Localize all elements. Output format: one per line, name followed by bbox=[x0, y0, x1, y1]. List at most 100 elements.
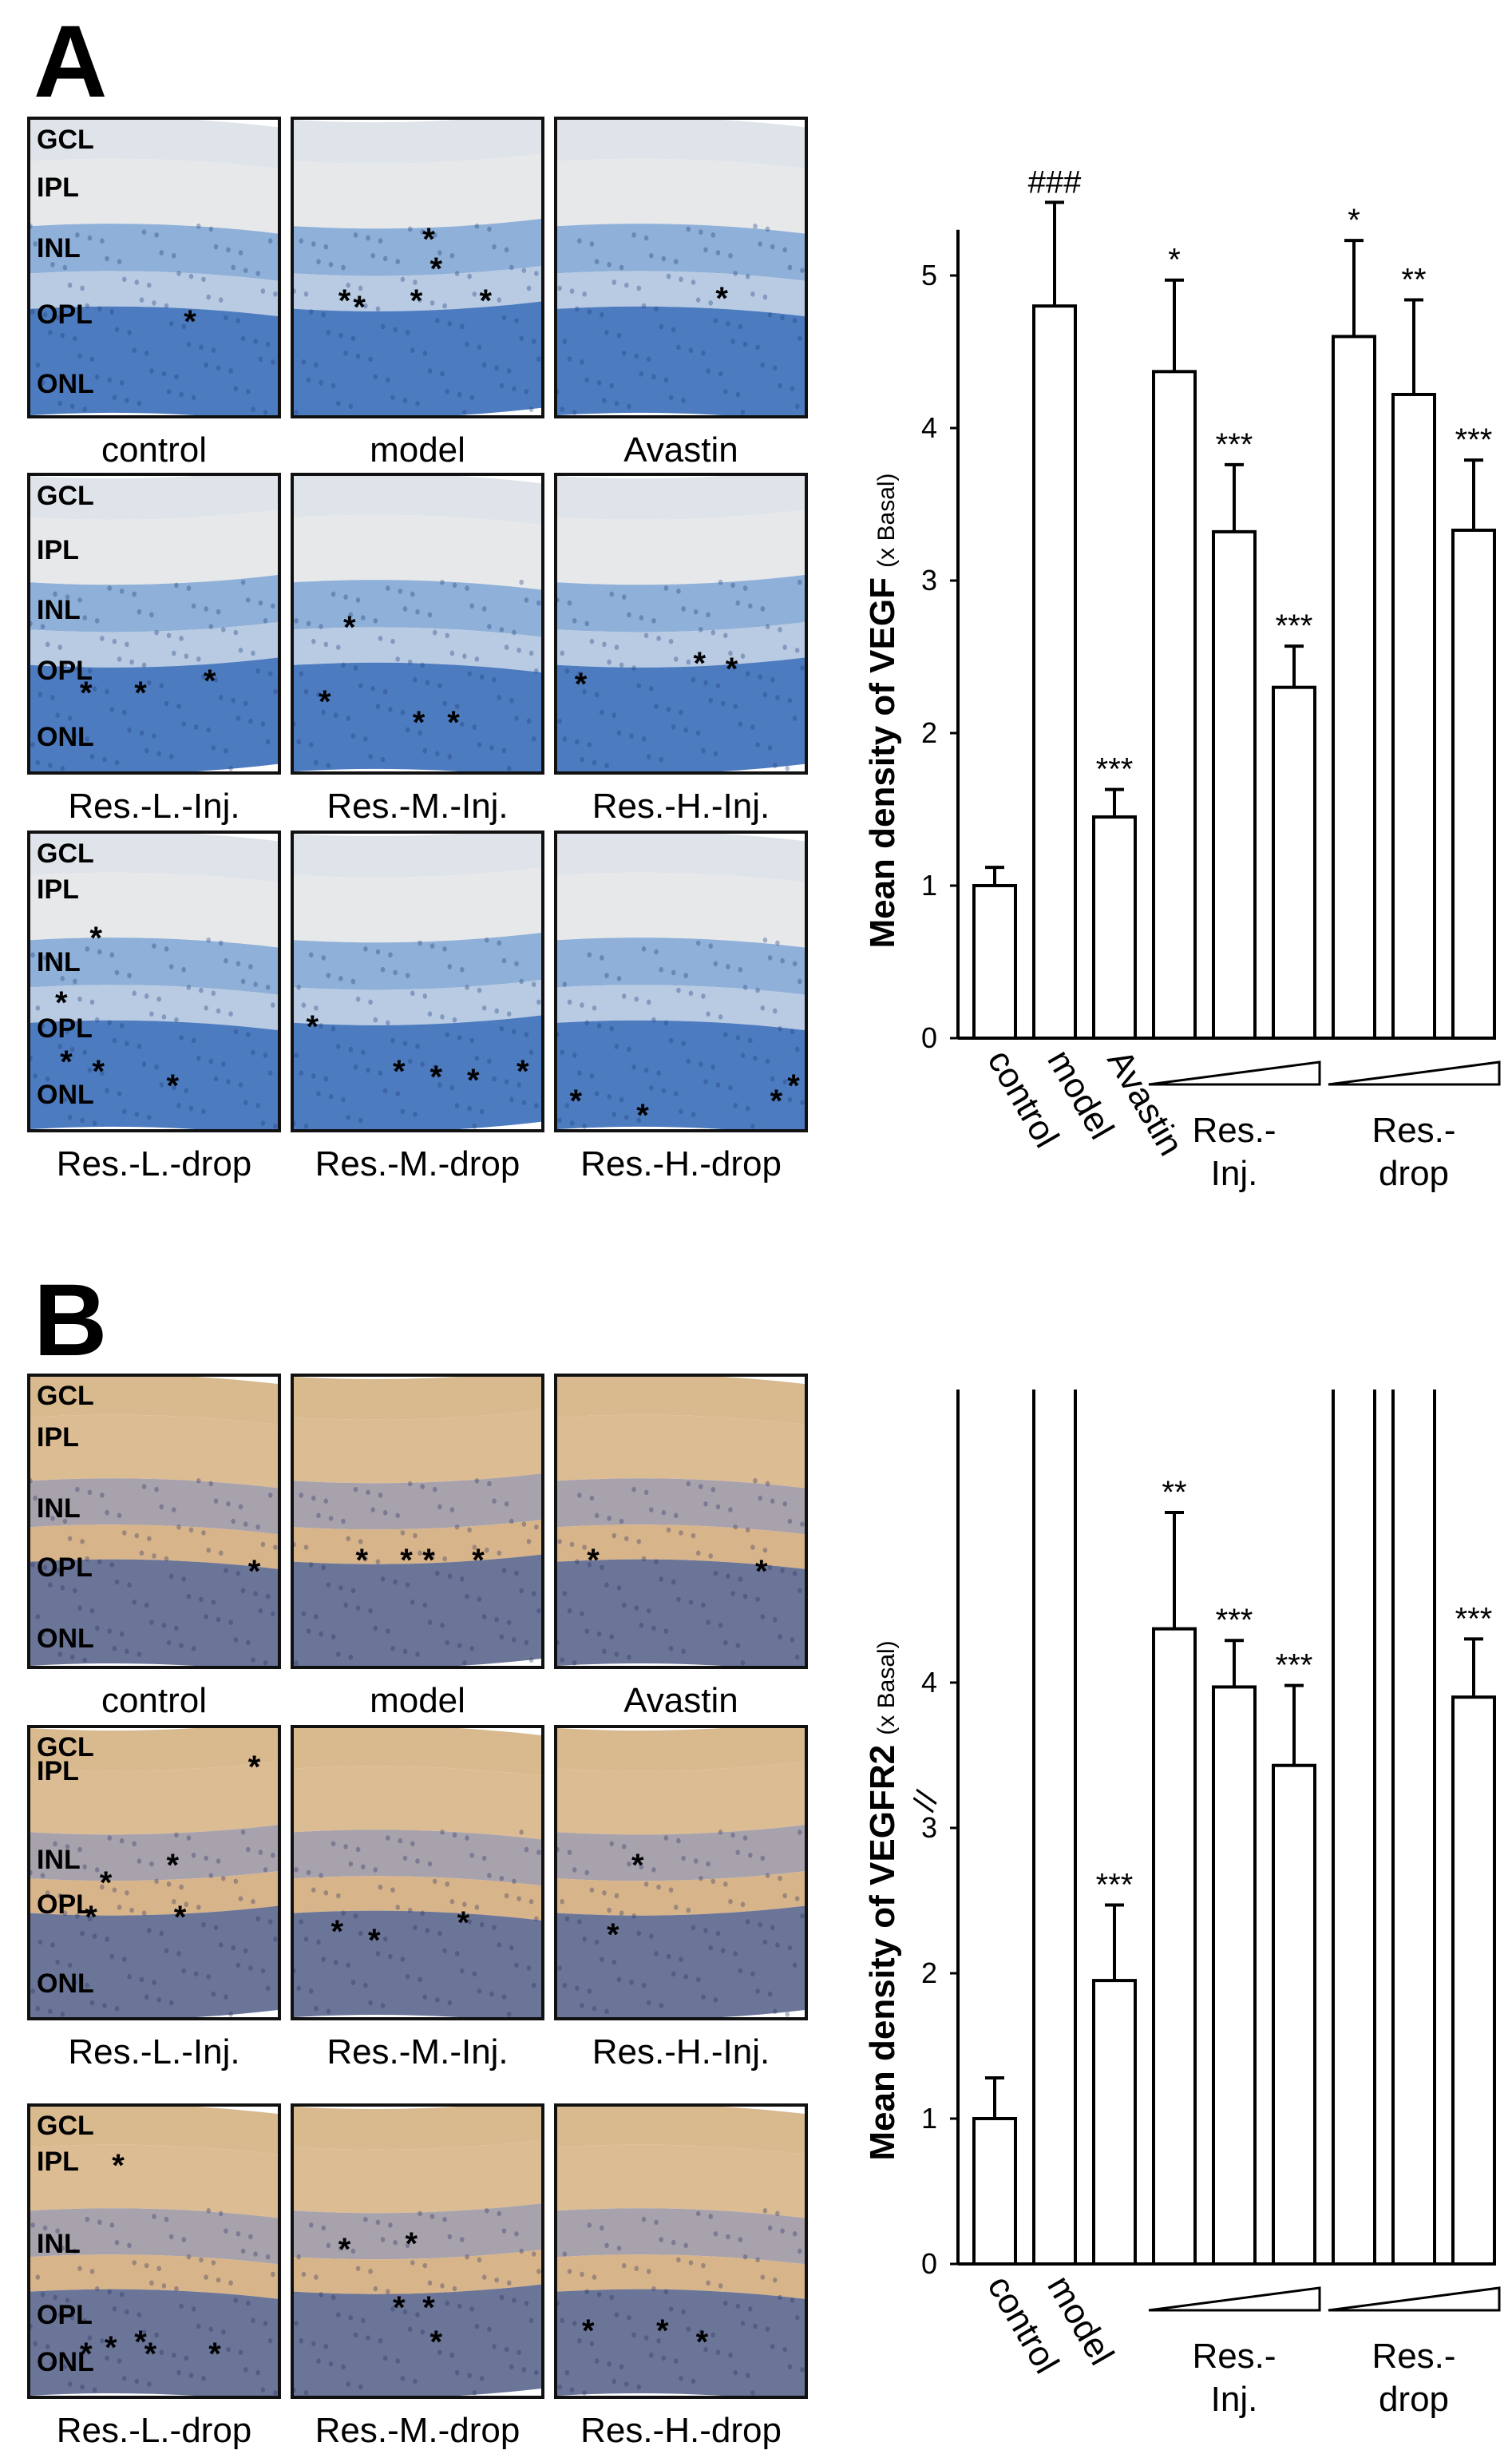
lesion-asterisk: * bbox=[60, 1045, 73, 1080]
bar-res-l-inj bbox=[1152, 370, 1197, 1040]
lesion-asterisk: * bbox=[393, 1053, 406, 1089]
group-label: Inj. bbox=[1211, 1154, 1258, 1193]
lesion-asterisk: * bbox=[467, 1062, 480, 1098]
lesion-asterisk: * bbox=[393, 2290, 406, 2325]
lesion-asterisk: * bbox=[134, 675, 147, 711]
micrograph-avastin: * * bbox=[554, 1374, 808, 1669]
lesion-asterisk: * bbox=[331, 1914, 344, 1950]
group-label: Res.- bbox=[1371, 1111, 1455, 1150]
layer-label-inl: INL bbox=[37, 1493, 81, 1524]
bar-res-h-drop bbox=[1451, 528, 1496, 1040]
bar-res-l-inj bbox=[1152, 1627, 1197, 2266]
bar-model bbox=[1032, 1390, 1077, 2266]
lesion-asterisk: * bbox=[80, 675, 93, 711]
lesion-asterisk: * bbox=[636, 1098, 649, 1132]
micrograph-caption: model bbox=[370, 1681, 465, 1720]
lesion-asterisk: * bbox=[422, 2290, 435, 2325]
lesion-asterisk: * bbox=[400, 1542, 413, 1578]
panel-a-micrographs: * GCL IPL INL OPL ONL control * * * * * * model * Avast… bbox=[0, 0, 846, 1206]
group-label: Res.- bbox=[1371, 2337, 1455, 2376]
micrograph-caption: Res.-M.-Inj. bbox=[327, 2032, 509, 2071]
bar-res-h-inj bbox=[1272, 1763, 1316, 2266]
significance-mark: * bbox=[1348, 203, 1360, 238]
layer-label-inl: INL bbox=[37, 946, 81, 977]
vegfr2-bar-chart: 012347//Mean density of VEGFR2 (x Basal)… bbox=[863, 1390, 1501, 2419]
y-tick-label: 5 bbox=[921, 259, 937, 291]
micrograph-caption: control bbox=[101, 1681, 208, 1720]
layer-label-ipl: IPL bbox=[37, 534, 79, 565]
group-label: Res.- bbox=[1192, 2337, 1276, 2376]
y-tick-label: 3 bbox=[921, 1811, 937, 1844]
lesion-asterisk: * bbox=[631, 1848, 644, 1884]
layer-label-ipl: IPL bbox=[37, 1756, 79, 1786]
layer-label-opl: OPL bbox=[37, 2300, 93, 2331]
panel-a-letter: A bbox=[34, 5, 108, 119]
bar-res-l-drop bbox=[1332, 335, 1376, 1040]
lesion-asterisk: * bbox=[770, 1083, 783, 1119]
significance-mark: ** bbox=[1401, 263, 1426, 298]
significance-mark: *** bbox=[1216, 1603, 1253, 1638]
lesion-asterisk: * bbox=[517, 1053, 529, 1089]
micrograph-model: * * * * bbox=[291, 1374, 544, 1669]
lesion-asterisk: * bbox=[429, 2325, 443, 2361]
layer-label-gcl: GCL bbox=[37, 1381, 94, 1412]
lesion-asterisk: * bbox=[173, 1900, 187, 1936]
y-tick-label: 2 bbox=[921, 716, 937, 749]
lesion-asterisk: * bbox=[569, 1083, 583, 1119]
micrograph-model: * * * * * * bbox=[291, 117, 544, 418]
lesion-asterisk: * bbox=[457, 1905, 470, 1941]
lesion-asterisk: * bbox=[429, 251, 443, 287]
micrograph-res-l-drop: * * * * * GCL IPL INL OPL ONL bbox=[27, 831, 281, 1132]
lesion-asterisk: * bbox=[725, 652, 738, 687]
lesion-asterisk: * bbox=[319, 684, 331, 720]
y-tick-label: 0 bbox=[921, 1021, 937, 1054]
y-tick-label: 4 bbox=[921, 411, 937, 444]
lesion-asterisk: * bbox=[355, 1542, 369, 1578]
bar-avastin bbox=[1092, 1979, 1137, 2266]
layer-label-opl: OPL bbox=[37, 1013, 93, 1044]
micrograph-caption: Res.-H.-drop bbox=[580, 2411, 782, 2450]
bar-res-m-inj bbox=[1212, 1685, 1257, 2266]
bar-control bbox=[972, 884, 1017, 1040]
layer-label-opl: OPL bbox=[37, 655, 93, 686]
lesion-asterisk: * bbox=[429, 1059, 443, 1095]
micrograph-caption: Res.-L.-Inj. bbox=[68, 2032, 240, 2071]
panel-b-letter: B bbox=[34, 1263, 108, 1378]
dose-gradient-triangle bbox=[1328, 2286, 1501, 2312]
significance-mark: *** bbox=[1096, 1867, 1134, 1902]
lesion-asterisk: * bbox=[582, 2313, 595, 2349]
layer-label-gcl: GCL bbox=[37, 124, 94, 155]
lesion-asterisk: * bbox=[422, 221, 435, 257]
lesion-asterisk: * bbox=[607, 1917, 619, 1953]
lesion-asterisk: * bbox=[112, 2148, 125, 2184]
micrograph-caption: Res.-M.-drop bbox=[315, 1144, 520, 1183]
lesion-asterisk: * bbox=[55, 985, 68, 1021]
bar-control bbox=[972, 2117, 1017, 2266]
lesion-asterisk: * bbox=[422, 1542, 435, 1578]
lesion-asterisk: * bbox=[368, 1923, 381, 1959]
lesion-asterisk: * bbox=[715, 280, 728, 316]
micrograph-res-m-drop: * * * * * bbox=[291, 831, 544, 1132]
dose-gradient-triangle bbox=[1148, 2286, 1321, 2312]
lesion-asterisk: * bbox=[479, 283, 493, 319]
micrograph-res-m-drop: * * * * * bbox=[291, 2103, 544, 2399]
lesion-asterisk: * bbox=[89, 921, 102, 956]
layer-label-inl: INL bbox=[37, 595, 81, 626]
layer-label-ipl: IPL bbox=[37, 2146, 79, 2177]
lesion-asterisk: * bbox=[204, 663, 216, 699]
micrograph-avastin: * bbox=[554, 117, 808, 418]
micrograph-res-l-inj: * * * * * GCL IPL INL OPL ONL bbox=[27, 1725, 281, 2020]
group-label: Res.- bbox=[1192, 1111, 1276, 1150]
lesion-asterisk: * bbox=[405, 2226, 418, 2262]
significance-mark: *** bbox=[1216, 427, 1253, 462]
lesion-asterisk: * bbox=[410, 283, 423, 319]
layer-label-onl: ONL bbox=[37, 1623, 94, 1654]
lesion-asterisk: * bbox=[184, 304, 196, 340]
micrograph-caption: Res.-L.-drop bbox=[56, 1144, 252, 1183]
lesion-asterisk: * bbox=[99, 1865, 113, 1901]
micrograph-res-m-inj: * * * bbox=[291, 1725, 544, 2020]
layer-label-inl: INL bbox=[37, 2229, 81, 2260]
lesion-asterisk: * bbox=[412, 704, 425, 740]
layer-label-ipl: IPL bbox=[37, 874, 79, 905]
group-label: drop bbox=[1379, 2380, 1449, 2419]
